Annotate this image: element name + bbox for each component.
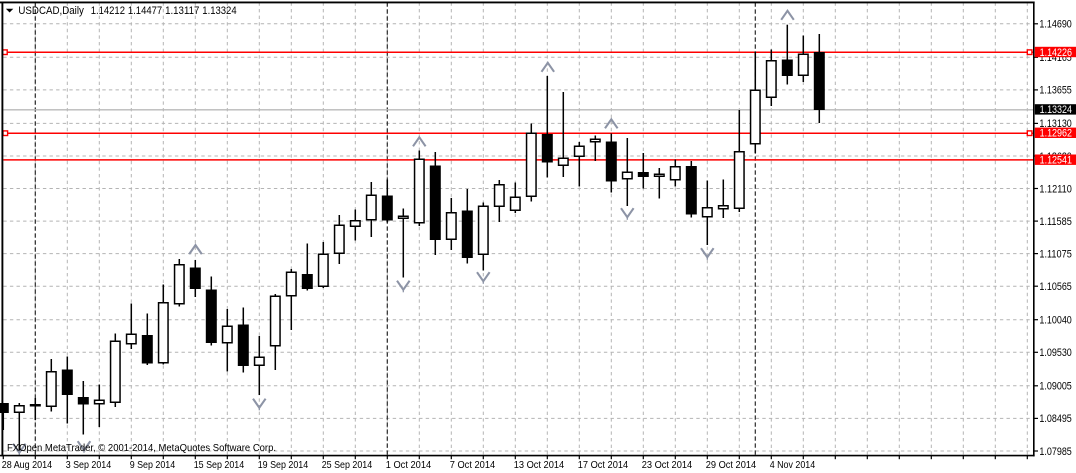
svg-text:23 Oct 2014: 23 Oct 2014 bbox=[642, 460, 693, 471]
svg-text:1.14477: 1.14477 bbox=[128, 5, 162, 17]
svg-text:28 Aug 2014: 28 Aug 2014 bbox=[2, 460, 53, 471]
svg-text:1.13324: 1.13324 bbox=[1040, 104, 1072, 116]
svg-text:7 Oct 2014: 7 Oct 2014 bbox=[450, 460, 496, 471]
svg-text:1.14212: 1.14212 bbox=[91, 5, 125, 17]
svg-text:1.07985: 1.07985 bbox=[1039, 446, 1071, 458]
svg-text:1.09005: 1.09005 bbox=[1039, 381, 1071, 393]
svg-text:1 Oct 2014: 1 Oct 2014 bbox=[386, 460, 432, 471]
svg-text:1.08495: 1.08495 bbox=[1039, 413, 1071, 425]
svg-text:4 Nov 2014: 4 Nov 2014 bbox=[770, 460, 816, 471]
svg-text:1.14690: 1.14690 bbox=[1039, 19, 1071, 31]
svg-text:1.13130: 1.13130 bbox=[1039, 118, 1071, 130]
svg-text:3 Sep 2014: 3 Sep 2014 bbox=[66, 460, 112, 471]
svg-text:1.10040: 1.10040 bbox=[1039, 315, 1071, 327]
svg-text:USDCAD,Daily: USDCAD,Daily bbox=[18, 5, 84, 17]
svg-text:1.13117: 1.13117 bbox=[165, 5, 199, 17]
svg-text:1.13324: 1.13324 bbox=[202, 5, 236, 17]
svg-text:1.12962: 1.12962 bbox=[1040, 128, 1072, 140]
svg-text:17 Oct 2014: 17 Oct 2014 bbox=[578, 460, 629, 471]
svg-text:19 Sep 2014: 19 Sep 2014 bbox=[258, 460, 309, 471]
svg-text:25 Sep 2014: 25 Sep 2014 bbox=[322, 460, 373, 471]
svg-text:1.12110: 1.12110 bbox=[1039, 183, 1071, 195]
svg-text:1.09530: 1.09530 bbox=[1039, 347, 1071, 359]
svg-text:FXOpen MetaTrader, © 2001-2014: FXOpen MetaTrader, © 2001-2014, MetaQuot… bbox=[7, 443, 276, 454]
svg-text:1.12541: 1.12541 bbox=[1040, 155, 1072, 167]
svg-text:29 Oct 2014: 29 Oct 2014 bbox=[706, 460, 757, 471]
svg-text:1.11585: 1.11585 bbox=[1039, 216, 1071, 228]
svg-text:1.13655: 1.13655 bbox=[1039, 85, 1071, 97]
svg-text:9 Sep 2014: 9 Sep 2014 bbox=[130, 460, 176, 471]
svg-text:1.10565: 1.10565 bbox=[1039, 281, 1071, 293]
svg-text:13 Oct 2014: 13 Oct 2014 bbox=[514, 460, 565, 471]
svg-text:1.14226: 1.14226 bbox=[1040, 47, 1072, 59]
svg-text:15 Sep 2014: 15 Sep 2014 bbox=[194, 460, 245, 471]
svg-text:1.11075: 1.11075 bbox=[1039, 248, 1071, 260]
